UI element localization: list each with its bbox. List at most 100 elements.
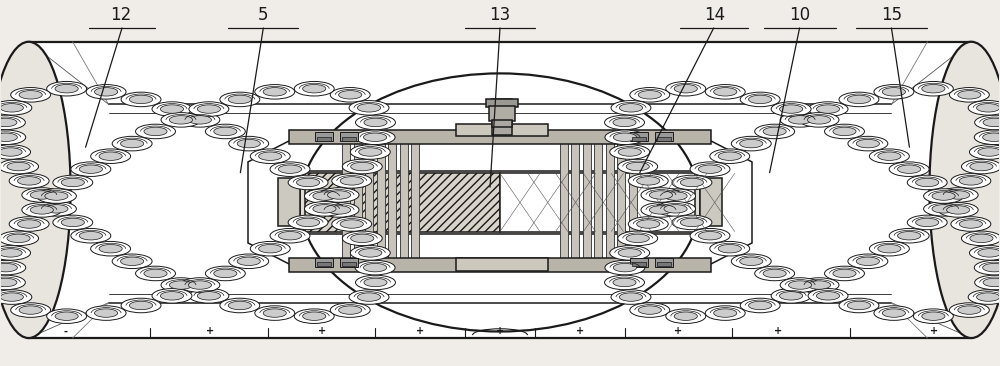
Circle shape bbox=[79, 165, 102, 173]
Circle shape bbox=[618, 148, 641, 156]
Circle shape bbox=[350, 246, 390, 260]
Circle shape bbox=[0, 231, 39, 246]
Circle shape bbox=[947, 191, 970, 199]
Circle shape bbox=[856, 139, 879, 148]
Circle shape bbox=[220, 298, 260, 313]
Circle shape bbox=[705, 85, 745, 99]
Circle shape bbox=[259, 244, 282, 253]
Circle shape bbox=[350, 145, 390, 159]
Circle shape bbox=[611, 290, 651, 305]
Circle shape bbox=[99, 244, 122, 253]
Circle shape bbox=[698, 232, 722, 240]
Circle shape bbox=[129, 95, 153, 104]
Circle shape bbox=[55, 312, 78, 320]
Circle shape bbox=[18, 220, 41, 228]
Circle shape bbox=[278, 165, 302, 173]
Circle shape bbox=[628, 173, 668, 188]
Circle shape bbox=[789, 116, 812, 124]
Circle shape bbox=[869, 149, 909, 164]
Circle shape bbox=[848, 254, 888, 269]
Circle shape bbox=[342, 159, 382, 174]
Circle shape bbox=[61, 178, 84, 187]
Circle shape bbox=[672, 215, 712, 230]
Circle shape bbox=[95, 309, 118, 317]
Circle shape bbox=[878, 244, 901, 253]
Circle shape bbox=[0, 159, 39, 174]
Circle shape bbox=[816, 105, 840, 113]
Circle shape bbox=[288, 215, 328, 230]
Bar bbox=[456, 258, 548, 271]
Bar bbox=[342, 142, 350, 262]
Circle shape bbox=[0, 101, 32, 115]
Circle shape bbox=[630, 87, 670, 102]
Bar bbox=[630, 258, 648, 267]
Circle shape bbox=[180, 113, 220, 127]
Bar bbox=[486, 99, 518, 107]
Circle shape bbox=[357, 104, 381, 112]
Bar bbox=[289, 130, 711, 143]
Bar bbox=[632, 262, 646, 266]
Circle shape bbox=[816, 292, 840, 300]
Circle shape bbox=[641, 188, 681, 202]
Circle shape bbox=[355, 130, 395, 145]
Circle shape bbox=[188, 281, 211, 289]
Bar bbox=[411, 142, 419, 262]
Circle shape bbox=[874, 85, 914, 99]
Circle shape bbox=[856, 257, 879, 265]
Bar bbox=[489, 106, 515, 121]
Circle shape bbox=[152, 288, 192, 303]
Circle shape bbox=[637, 220, 660, 228]
Circle shape bbox=[649, 206, 673, 214]
Bar bbox=[571, 142, 579, 262]
Circle shape bbox=[255, 85, 295, 99]
Bar bbox=[377, 142, 385, 262]
Circle shape bbox=[613, 264, 636, 272]
Circle shape bbox=[36, 189, 76, 203]
Bar bbox=[278, 179, 300, 227]
Circle shape bbox=[355, 260, 395, 275]
Circle shape bbox=[11, 303, 51, 317]
Circle shape bbox=[780, 278, 820, 292]
Text: +: + bbox=[496, 326, 504, 336]
Circle shape bbox=[755, 124, 795, 139]
Bar bbox=[29, 42, 971, 338]
Circle shape bbox=[983, 133, 1000, 142]
Circle shape bbox=[974, 130, 1000, 145]
Circle shape bbox=[228, 301, 251, 310]
Circle shape bbox=[938, 188, 978, 202]
Text: +: + bbox=[930, 326, 938, 336]
Circle shape bbox=[250, 242, 290, 256]
Circle shape bbox=[959, 177, 982, 185]
Bar bbox=[315, 258, 333, 267]
Circle shape bbox=[666, 309, 706, 324]
Circle shape bbox=[0, 118, 17, 127]
Circle shape bbox=[969, 246, 1000, 260]
Circle shape bbox=[690, 162, 730, 176]
Bar bbox=[560, 142, 568, 262]
Text: 15: 15 bbox=[881, 5, 902, 23]
Text: +: + bbox=[318, 326, 326, 336]
Circle shape bbox=[610, 145, 650, 159]
Bar bbox=[655, 258, 673, 267]
Circle shape bbox=[294, 82, 334, 96]
Circle shape bbox=[86, 85, 126, 99]
Circle shape bbox=[220, 92, 260, 107]
Circle shape bbox=[932, 192, 955, 200]
Circle shape bbox=[91, 149, 131, 164]
Circle shape bbox=[975, 275, 1000, 290]
Circle shape bbox=[0, 246, 31, 260]
Circle shape bbox=[9, 217, 49, 231]
Circle shape bbox=[303, 85, 326, 93]
Circle shape bbox=[780, 292, 803, 300]
Circle shape bbox=[152, 102, 192, 116]
Circle shape bbox=[613, 118, 636, 127]
Circle shape bbox=[270, 162, 310, 176]
Circle shape bbox=[780, 113, 820, 127]
Circle shape bbox=[270, 228, 310, 243]
Circle shape bbox=[55, 85, 78, 93]
Circle shape bbox=[833, 127, 856, 136]
Circle shape bbox=[949, 303, 989, 317]
Circle shape bbox=[799, 113, 839, 127]
Circle shape bbox=[932, 205, 955, 213]
Circle shape bbox=[278, 232, 302, 240]
